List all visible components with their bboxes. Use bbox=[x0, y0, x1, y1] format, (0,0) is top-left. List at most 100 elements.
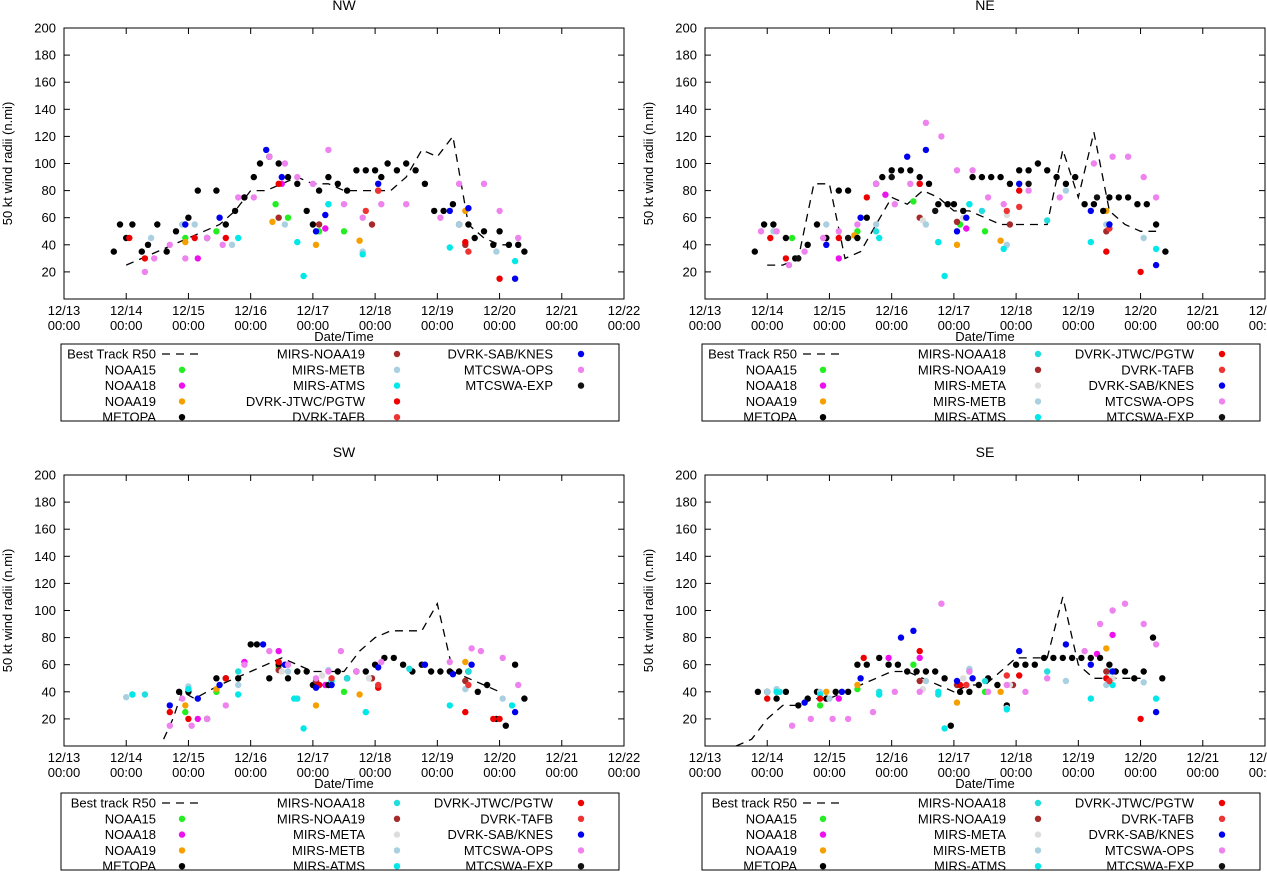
x-axis-label: Date/Time bbox=[955, 329, 1014, 344]
point-metopa bbox=[1140, 668, 1147, 675]
point-noaa19 bbox=[312, 241, 320, 248]
point-mirs-atms bbox=[294, 238, 301, 246]
point-mirs-noaa18 bbox=[1044, 217, 1051, 224]
point-mtcswa-ops bbox=[235, 194, 242, 201]
x-tick-label: 00:00 bbox=[546, 318, 579, 333]
x-tick-label: 12/16 bbox=[234, 750, 267, 765]
point-noaa19 bbox=[1103, 645, 1110, 652]
legend-label: DVRK-SAB/KNES bbox=[448, 827, 554, 842]
y-tick-label: 60 bbox=[683, 657, 697, 672]
x-tick-label: 12/14 bbox=[110, 750, 143, 765]
legend-marker-dvrk-jtwc-pgtw bbox=[1218, 799, 1226, 807]
legend-marker-noaa19 bbox=[819, 847, 827, 854]
legend-label: MIRS-ATMS bbox=[293, 378, 365, 393]
point-mtcswa-ops bbox=[515, 681, 522, 689]
point-dvrk-jtwc-pgtw bbox=[496, 715, 503, 723]
point-metopa bbox=[1121, 668, 1129, 675]
legend-marker-noaa18 bbox=[819, 831, 827, 838]
point-metopa bbox=[1131, 675, 1138, 682]
point-mtcswa-ops bbox=[820, 234, 827, 242]
point-metopa bbox=[431, 207, 438, 215]
point-metopa bbox=[863, 214, 870, 221]
point-mtcswa-ops bbox=[785, 261, 793, 269]
point-mtcswa-ops bbox=[378, 201, 385, 208]
point-metopa bbox=[1134, 201, 1141, 208]
point-metopa bbox=[437, 668, 444, 675]
legend-marker-mtcswa-ops bbox=[577, 847, 585, 854]
legend-marker-mirs-meta bbox=[1034, 382, 1042, 389]
plot-frame bbox=[704, 474, 1266, 747]
point-metopa bbox=[474, 688, 481, 695]
point-mtcswa-ops bbox=[938, 133, 945, 140]
legend-marker-mirs-meta bbox=[1034, 831, 1042, 838]
y-tick-label: 140 bbox=[34, 549, 56, 564]
plot-frame bbox=[63, 474, 625, 747]
point-metopa bbox=[770, 221, 777, 228]
x-tick-label: 12/21 bbox=[1187, 303, 1220, 318]
legend-label: DVRK-TAFB bbox=[480, 811, 553, 826]
legend-label: DVRK-JTWC/PGTW bbox=[1075, 796, 1195, 811]
point-metopa bbox=[1100, 207, 1107, 215]
point-mtcswa-ops bbox=[496, 207, 503, 215]
point-mtcswa-ops bbox=[1022, 688, 1029, 695]
point-dvrk-tafb bbox=[963, 681, 970, 689]
point-dvrk-jtwc-pgtw bbox=[1103, 248, 1110, 255]
point-metopa bbox=[465, 221, 472, 228]
y-tick-label: 200 bbox=[34, 468, 56, 483]
point-metopa bbox=[997, 173, 1004, 181]
y-tick-label: 160 bbox=[675, 522, 697, 537]
point-metopa bbox=[1062, 180, 1070, 187]
x-tick-label: 12/14 bbox=[751, 303, 784, 318]
point-mirs-noaa18 bbox=[872, 228, 880, 235]
legend-label: NOAA19 bbox=[746, 394, 797, 409]
x-tick-label: 00:00 bbox=[1187, 765, 1220, 780]
point-metopa bbox=[172, 228, 180, 235]
legend-marker-mtcswa-exp bbox=[577, 382, 585, 389]
panel-title: NE bbox=[975, 0, 994, 13]
point-mirs-atms bbox=[362, 708, 369, 716]
x-tick-label: 00:00 bbox=[234, 318, 267, 333]
point-metopa bbox=[1078, 654, 1085, 662]
point-metopa bbox=[175, 688, 183, 695]
point-metopa bbox=[773, 695, 780, 702]
point-metopa bbox=[1159, 675, 1166, 682]
legend-label: NOAA15 bbox=[105, 362, 156, 377]
point-metopa bbox=[334, 668, 341, 675]
point-metopa bbox=[966, 688, 973, 695]
point-metopa bbox=[863, 661, 870, 668]
point-dvrk-sab-knes bbox=[953, 228, 961, 235]
y-tick-label: 140 bbox=[675, 549, 697, 564]
point-metopa bbox=[231, 207, 239, 215]
point-mtcswa-ops bbox=[984, 194, 992, 201]
point-mtcswa-ops bbox=[219, 241, 226, 248]
x-tick-label: 00:00 bbox=[297, 318, 330, 333]
point-mtcswa-ops bbox=[916, 688, 923, 695]
point-dvrk-sab-knes bbox=[511, 275, 519, 282]
y-tick-label: 80 bbox=[42, 630, 56, 645]
y-tick-label: 200 bbox=[34, 21, 56, 36]
legend-marker-mirs-noaa19 bbox=[393, 815, 401, 822]
point-noaa15 bbox=[182, 708, 189, 716]
point-dvrk-tafb bbox=[465, 681, 472, 689]
point-metopa bbox=[913, 668, 920, 675]
point-mirs-atms bbox=[359, 251, 366, 258]
point-mtcswa-ops bbox=[773, 228, 780, 235]
point-dvrk-jtwc-pgtw bbox=[191, 234, 198, 242]
panel-title: SW bbox=[333, 444, 356, 460]
x-tick-label: 00:00 bbox=[1000, 318, 1033, 333]
point-metopa bbox=[1124, 194, 1132, 201]
point-noaa15 bbox=[981, 228, 989, 235]
point-mirs-meta bbox=[960, 675, 967, 682]
point-dvrk-jtwc-pgtw bbox=[462, 238, 469, 246]
point-metopa bbox=[213, 187, 220, 194]
point-metopa bbox=[421, 180, 429, 187]
point-mtcswa-ops bbox=[788, 722, 796, 729]
point-mtcswa-ops bbox=[1044, 675, 1051, 682]
legend-label: MIRS-METB bbox=[292, 362, 365, 377]
y-tick-label: 120 bbox=[675, 129, 697, 144]
point-mtcswa-ops bbox=[1025, 187, 1032, 194]
point-mirs-atms bbox=[235, 234, 242, 242]
point-noaa15 bbox=[910, 198, 917, 205]
